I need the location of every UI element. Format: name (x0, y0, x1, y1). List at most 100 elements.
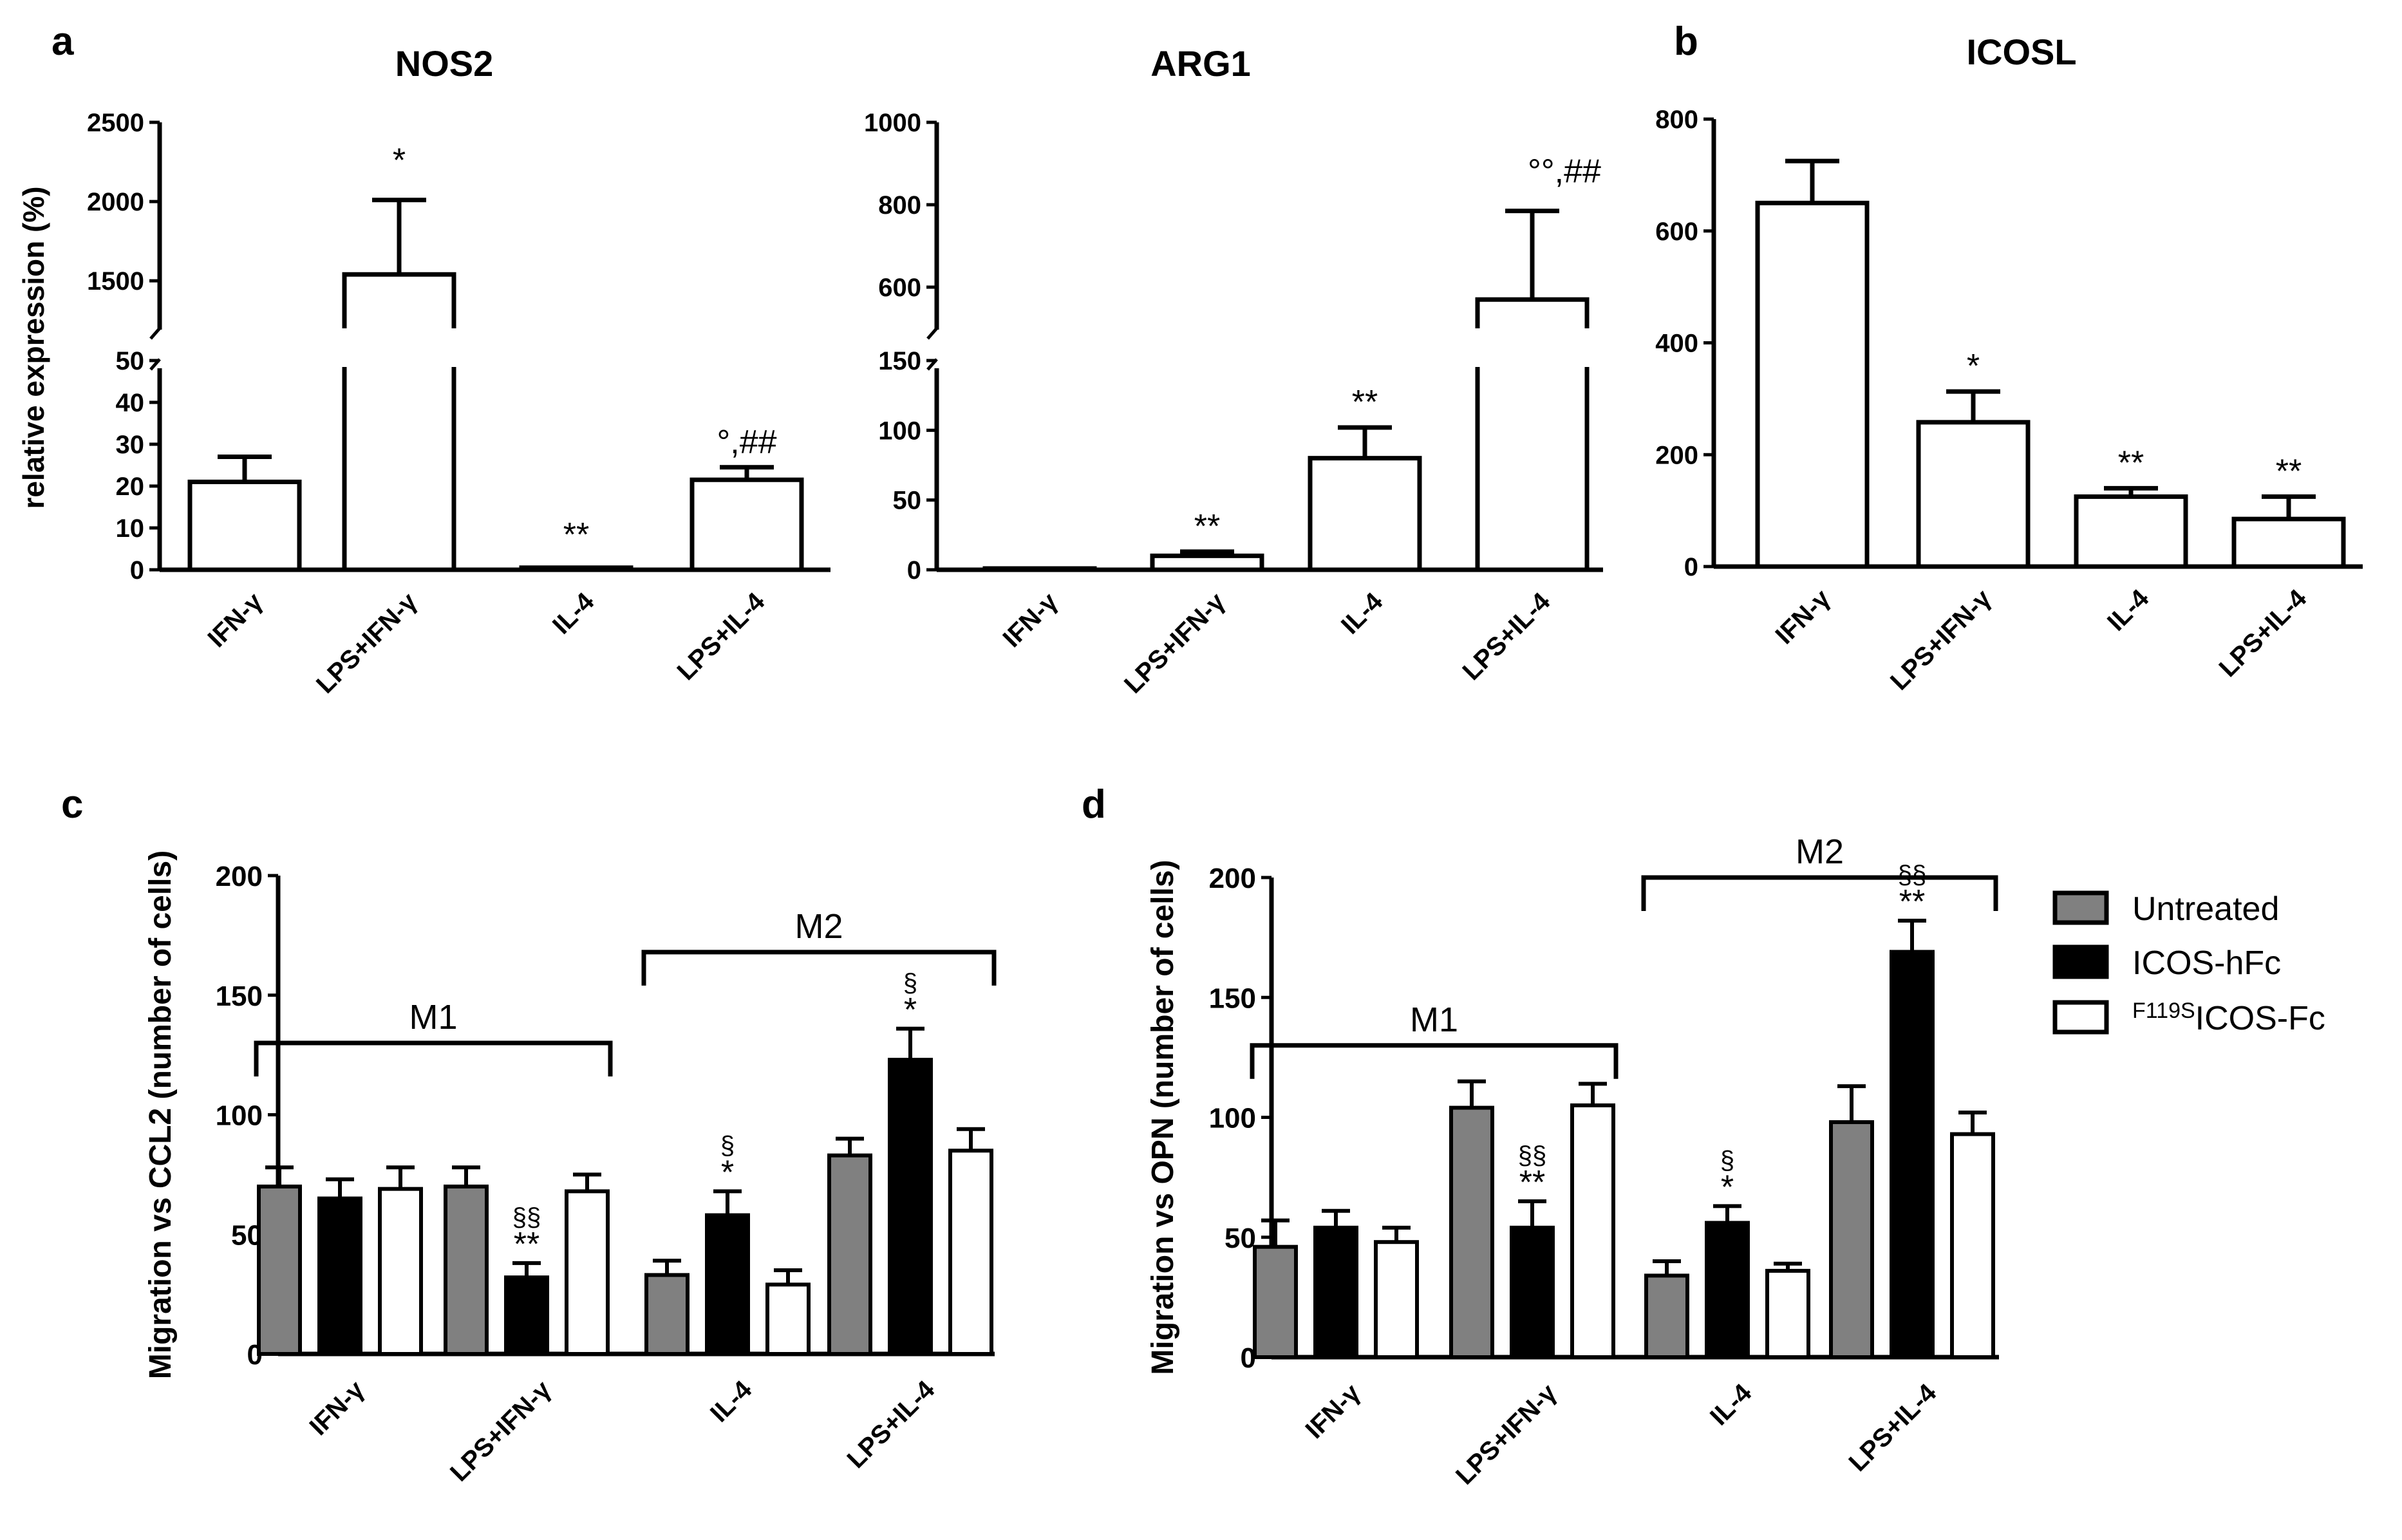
bar (1950, 1132, 1995, 1359)
bar-top (1475, 297, 1590, 328)
axis-break-mark (149, 327, 161, 340)
y-axis-label: Migration vs OPN (number of cells) (1146, 859, 1180, 1375)
significance-stars: * (721, 1154, 734, 1191)
bar (644, 1273, 690, 1357)
significance-label: ** (1352, 384, 1378, 421)
significance-section: §§ (1518, 1141, 1547, 1170)
category-label: LPS+IFN-γ (1885, 584, 1997, 696)
bar (1308, 456, 1422, 572)
y-tick-label: 1000 (864, 109, 921, 137)
legend-superscript: F119S (2132, 999, 2195, 1023)
category-label: LPS+IL-4 (671, 587, 770, 686)
bar (1510, 1225, 1555, 1359)
bar (317, 1196, 362, 1357)
group-bracket (1250, 1043, 1619, 1079)
y-tick-label: 2000 (87, 188, 144, 216)
y-tick-label: 400 (1655, 330, 1698, 358)
significance-label: ** (2118, 444, 2144, 482)
axis-break-mark (926, 327, 938, 340)
bar (257, 1184, 302, 1356)
significance-stars: * (904, 991, 917, 1029)
bar-top (342, 272, 456, 328)
bar (765, 1282, 811, 1357)
significance-stars: * (1721, 1169, 1734, 1206)
bar (1313, 1225, 1358, 1359)
y-tick-label: 0 (1684, 553, 1698, 581)
significance-stars: ** (1519, 1164, 1545, 1201)
panel-title: ICOSL (1966, 32, 2076, 72)
panel-title: NOS2 (395, 43, 494, 84)
panel-letter: a (52, 19, 74, 64)
y-tick-label: 2500 (87, 109, 144, 137)
bar (1829, 1120, 1874, 1359)
bar (2074, 494, 2188, 569)
group-bracket (254, 1040, 613, 1077)
y-tick-label: 600 (878, 274, 921, 302)
y-tick-label: 0 (130, 556, 144, 585)
bar (982, 566, 1097, 572)
bar (1644, 1273, 1689, 1359)
y-tick-label: 0 (907, 556, 921, 585)
legend-label: Untreated (2132, 890, 2279, 928)
category-label: LPS+IL-4 (1457, 587, 1555, 686)
category-label: IFN-γ (998, 587, 1064, 653)
bar (1253, 1244, 1298, 1360)
legend-swatch (2052, 944, 2109, 979)
y-axis-label: relative expression (%) (17, 186, 50, 509)
y-tick-label: 150 (216, 981, 263, 1012)
category-label: LPS+IL-4 (2213, 584, 2312, 682)
category-label: LPS+IFN-γ (445, 1375, 557, 1487)
significance-label: ** (1194, 508, 1220, 545)
y-tick-label: 200 (216, 861, 263, 892)
significance-label: ** (563, 516, 589, 554)
significance-section: §§ (1898, 861, 1927, 889)
y-tick-label: 100 (1209, 1103, 1256, 1134)
bar (827, 1153, 872, 1357)
y-tick-label: 50 (893, 487, 922, 515)
significance-label: ** (2276, 453, 2302, 490)
panel-letter: c (61, 782, 83, 827)
bar (1890, 950, 1935, 1359)
panel-letter: b (1674, 19, 1698, 64)
category-label: IL-4 (547, 587, 600, 640)
y-tick-label: 50 (116, 347, 145, 375)
group-label: M2 (1796, 832, 1844, 871)
y-tick-label: 100 (878, 417, 921, 445)
bar (519, 565, 633, 572)
y-tick-label: 800 (878, 191, 921, 220)
bar (1765, 1268, 1810, 1360)
legend-label: F119SICOS-Fc (2132, 999, 2325, 1037)
significance-section: §§ (512, 1203, 541, 1232)
y-axis-label: Migration vs CCL2 (number of cells) (144, 850, 178, 1379)
category-label: LPS+IFN-γ (311, 587, 423, 699)
category-label: IFN-γ (1770, 584, 1836, 650)
category-label: LPS+IL-4 (1843, 1378, 1942, 1477)
y-tick-label: 50 (1224, 1223, 1256, 1254)
category-label: IL-4 (1705, 1378, 1758, 1431)
significance-label: °,## (717, 424, 776, 461)
significance-stars: ** (1899, 883, 1925, 921)
category-label: IL-4 (1336, 587, 1389, 640)
significance-label: °°,## (1528, 153, 1601, 191)
bar (948, 1149, 993, 1356)
bar (378, 1187, 423, 1357)
significance-section: § (903, 969, 917, 997)
y-tick-label: 800 (1655, 106, 1698, 134)
category-label: IL-4 (2102, 584, 2155, 637)
group-label: M1 (1410, 1000, 1458, 1039)
bar (444, 1184, 489, 1356)
bar (1705, 1221, 1750, 1360)
y-tick-label: 20 (116, 473, 145, 501)
group-label: M1 (409, 998, 457, 1037)
y-tick-label: 150 (878, 347, 921, 375)
legend-label-text: ICOS-Fc (2195, 1000, 2325, 1037)
panel-title: ARG1 (1150, 43, 1251, 84)
bar (1570, 1103, 1615, 1359)
y-tick-label: 200 (1655, 441, 1698, 469)
significance-stars: ** (514, 1226, 540, 1263)
bar (504, 1275, 549, 1356)
group-label: M2 (794, 907, 843, 946)
bar (1374, 1240, 1419, 1359)
group-bracket (1641, 875, 1998, 911)
